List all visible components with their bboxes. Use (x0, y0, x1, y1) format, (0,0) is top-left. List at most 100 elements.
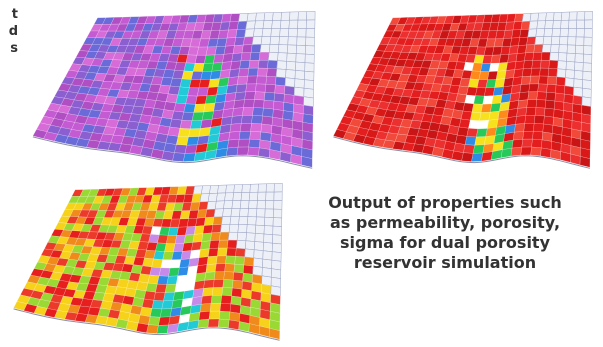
grid-cell (236, 75, 249, 85)
grid-cell (252, 257, 264, 268)
grid-cell (226, 247, 237, 257)
grid-cell (296, 28, 307, 38)
grid-cell (305, 36, 315, 47)
grid-cell (220, 224, 231, 233)
grid-cell (250, 123, 263, 133)
grid-cell (471, 152, 484, 162)
grid-cell (221, 216, 232, 225)
grid-cell (225, 184, 235, 194)
grid-cell (566, 44, 576, 54)
grid-cell (565, 61, 576, 71)
grid-cell (301, 156, 313, 168)
grid-cell (306, 11, 316, 21)
grid-cell (519, 28, 530, 38)
grid-cell (304, 53, 315, 64)
grid-cell (225, 255, 236, 265)
grid-cell (161, 150, 175, 162)
grid-cell (536, 20, 546, 30)
grid-cell (237, 138, 250, 148)
grid-cell (219, 69, 231, 79)
grid-cell (245, 240, 256, 250)
grid-cell (236, 20, 248, 30)
grid-cell (527, 28, 538, 38)
grid-cell (518, 36, 529, 46)
grid-cell (272, 225, 282, 236)
grid-cell (198, 201, 209, 211)
grid-cell (231, 287, 243, 298)
porosity-map (328, 8, 598, 172)
grid-cell (257, 59, 269, 69)
grid-cell (220, 61, 232, 71)
grid-cell (573, 78, 583, 89)
grid-cell (582, 70, 592, 81)
grid-cell (557, 60, 567, 70)
grid-cell (268, 52, 279, 61)
grid-cell (213, 208, 224, 218)
grid-cell (576, 19, 585, 29)
grid-cell (566, 52, 576, 63)
grid-cell (273, 200, 283, 210)
grid-cell (233, 263, 245, 274)
grid-cell (512, 131, 525, 141)
grid-cell (239, 123, 252, 132)
grid-cell (531, 138, 543, 149)
grid-cell (220, 295, 232, 305)
grid-cell (517, 99, 529, 109)
grid-cell (167, 126, 181, 137)
grid-cell (244, 91, 256, 101)
grid-cell (294, 78, 305, 89)
grid-cell (582, 62, 592, 73)
grid-cell (583, 45, 593, 55)
grid-cell (231, 52, 243, 62)
grid-cell (158, 267, 171, 277)
grid-cell (208, 78, 220, 88)
grid-cell (199, 193, 210, 203)
grid-cell (253, 241, 264, 251)
grid-cell (568, 11, 578, 21)
grid-cell (276, 60, 287, 70)
grid-cell (246, 216, 257, 226)
grid-cell (255, 216, 266, 226)
grid-cell (212, 216, 223, 226)
grid-cell (175, 274, 188, 285)
grid-cell (195, 95, 208, 105)
grid-cell (262, 242, 273, 252)
grid-cell (249, 130, 262, 141)
grid-cell (202, 224, 214, 234)
grid-cell (224, 192, 234, 202)
grid-cell (516, 107, 528, 117)
grid-cell (543, 28, 553, 37)
grid-cell (238, 130, 251, 140)
grid-cell (524, 115, 536, 124)
grid-cell (177, 266, 189, 277)
grid-cell (472, 144, 485, 154)
grid-cell (263, 12, 274, 21)
caption-fragment-line-1: t (11, 7, 18, 22)
grid-cell (161, 300, 174, 310)
grid-cell (264, 83, 276, 94)
grid-cell (456, 126, 469, 137)
grid-cell (235, 28, 246, 38)
grid-cell (256, 75, 267, 85)
grid-cell (227, 138, 240, 149)
grid-cell (200, 240, 211, 250)
grid-cell (222, 279, 234, 289)
grid-cell (155, 283, 168, 293)
grid-cell (287, 36, 298, 46)
surface-edge (13, 308, 280, 341)
grid-cell (217, 184, 227, 194)
grid-cell (246, 224, 257, 234)
grid-cell (509, 37, 520, 47)
grid-cell (191, 111, 205, 121)
grid-cell (193, 103, 206, 113)
grid-cell (555, 84, 566, 95)
grid-cell (198, 248, 210, 258)
grid-cell (535, 28, 545, 37)
grid-cell (206, 255, 218, 265)
grid-cell (576, 11, 586, 21)
grid-cell (263, 233, 273, 244)
grid-cell (210, 232, 221, 242)
grid-cell (227, 239, 238, 249)
grid-cell (271, 20, 282, 29)
grid-cell (520, 146, 532, 156)
